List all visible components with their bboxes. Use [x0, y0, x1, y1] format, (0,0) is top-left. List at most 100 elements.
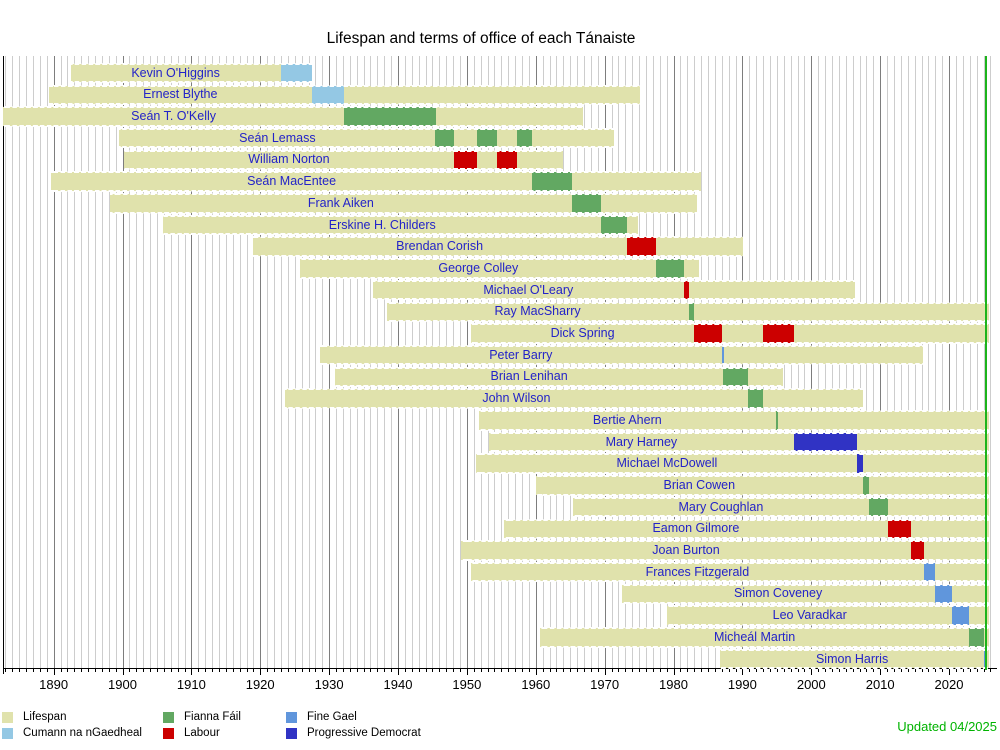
term-segment-ff — [868, 497, 889, 517]
bar-edge-dashes — [300, 258, 700, 261]
bar-edge-dashes — [372, 298, 856, 301]
x-axis-tick-1996 — [783, 668, 785, 672]
gridline-2026 — [990, 56, 992, 668]
lifespan-bar — [573, 496, 989, 518]
x-axis-tick-1990 — [742, 668, 744, 675]
bar-edge-dashes — [284, 388, 864, 391]
gridline-1886 — [26, 56, 27, 668]
legend-item: Labour — [163, 727, 220, 739]
bar-edge-dashes — [667, 605, 989, 608]
bar-edge-dashes — [478, 428, 989, 431]
lifespan-bar — [372, 279, 856, 301]
gridline-1921 — [267, 56, 269, 668]
bar-edge-dashes — [252, 236, 744, 239]
x-axis-tick-1947 — [446, 668, 448, 672]
x-axis-tick-1948 — [453, 668, 455, 672]
x-axis-tick-1951 — [473, 668, 475, 672]
term-segment-ff — [601, 215, 627, 235]
x-axis-tick-2010 — [880, 668, 882, 675]
legend-item: Progressive Democrat — [286, 727, 421, 739]
x-axis-tick-1890 — [53, 668, 55, 675]
lifespan-bar — [119, 127, 614, 149]
x-axis-tick-2003 — [831, 668, 833, 672]
gridline-1894 — [81, 56, 83, 668]
person-name: Frances Fitzgerald — [645, 564, 750, 579]
gridline-1898 — [108, 56, 110, 668]
x-axis-tick-1988 — [728, 668, 730, 672]
x-axis-tick-1983 — [694, 668, 696, 672]
lifespan-bar — [51, 171, 702, 192]
x-axis-tick-1962 — [549, 668, 551, 672]
x-axis-tick-2022 — [962, 668, 964, 672]
x-axis-tick-1903 — [143, 668, 145, 672]
gridline-1888 — [39, 56, 41, 668]
lifespan-bar — [3, 106, 584, 127]
person-name: Brian Lenihan — [490, 369, 568, 384]
person-name: Kevin O'Higgins — [131, 65, 220, 80]
x-axis-label-2010: 2010 — [865, 677, 895, 692]
bar-edge-dashes — [471, 341, 989, 344]
x-axis-label-2000: 2000 — [796, 677, 826, 692]
person-name: Ray MacSharry — [494, 304, 581, 319]
x-axis-tick-1992 — [756, 668, 758, 672]
bar-edge-dashes — [471, 323, 989, 326]
gridline-1884 — [12, 56, 14, 668]
x-axis-tick-2002 — [825, 668, 827, 672]
x-axis-tick-2009 — [873, 668, 875, 672]
person-name: Leo Varadkar — [772, 608, 847, 623]
bar-edge-dashes — [573, 515, 989, 518]
bar-edge-dashes — [460, 558, 989, 561]
bar-edge-dashes — [319, 363, 923, 366]
lifespan-bar — [621, 583, 989, 605]
bar-edge-dashes — [51, 171, 702, 174]
gridline-1913 — [212, 56, 213, 668]
x-axis-tick-2015 — [914, 668, 916, 672]
x-axis-tick-1933 — [349, 668, 351, 672]
bar-edge-dashes — [252, 254, 744, 257]
gridline-1925 — [294, 56, 296, 668]
bar-edge-dashes — [335, 385, 783, 388]
x-axis-tick-2016 — [921, 668, 923, 672]
gridline-1915 — [225, 56, 227, 668]
x-axis-tick-1989 — [735, 668, 737, 672]
x-axis-tick-1946 — [439, 668, 441, 672]
term-segment-fg — [923, 562, 935, 582]
x-axis-tick-2026 — [990, 668, 992, 672]
x-axis-tick-1979 — [666, 668, 668, 672]
bar-edge-dashes — [70, 62, 312, 65]
chart-title: Lifespan and terms of office of each Tán… — [326, 30, 636, 47]
person-name: Ernest Blythe — [143, 87, 218, 102]
x-axis-tick-1994 — [770, 668, 771, 672]
x-axis-tick-1957 — [515, 668, 517, 672]
bar-edge-dashes — [163, 214, 639, 217]
person-name: Eamon Gilmore — [652, 521, 740, 536]
bar-edge-dashes — [119, 127, 614, 130]
legend-item: Cumann na nGaedheal — [2, 727, 142, 739]
x-axis-tick-1943 — [418, 668, 420, 672]
person-name: Simon Coveney — [733, 586, 823, 601]
gridline-1914 — [218, 56, 220, 668]
gridline-1924 — [287, 56, 289, 668]
x-axis-tick-1910 — [191, 668, 193, 675]
x-axis-tick-1926 — [301, 668, 303, 672]
x-axis-tick-2011 — [887, 668, 888, 672]
x-axis-tick-1991 — [749, 668, 751, 672]
term-segment-ff — [516, 128, 533, 148]
term-segment-ff — [969, 628, 984, 647]
gridline-1891 — [60, 56, 62, 668]
gridline-1907 — [170, 56, 172, 668]
bar-edge-dashes — [335, 366, 783, 369]
gridline-1908 — [177, 56, 179, 668]
x-axis-tick-1922 — [274, 668, 275, 672]
x-axis-tick-2024 — [976, 668, 978, 672]
person-name: Seán Lemass — [239, 130, 316, 145]
x-axis-tick-1999 — [804, 668, 806, 672]
x-axis-tick-1913 — [212, 668, 213, 672]
gridline-1902 — [136, 56, 138, 668]
lifespan-bar — [488, 431, 989, 453]
person-name: Simon Harris — [815, 651, 889, 666]
x-axis-tick-1967 — [584, 668, 585, 672]
x-axis-tick-1956 — [508, 668, 510, 672]
x-axis-tick-1930 — [329, 668, 331, 675]
x-axis-tick-2023 — [969, 668, 971, 672]
